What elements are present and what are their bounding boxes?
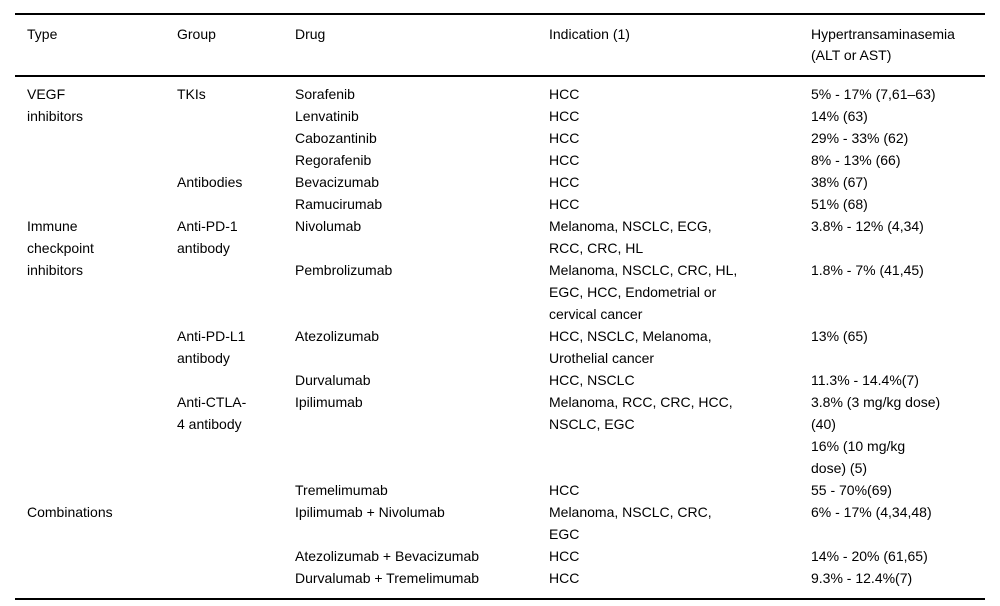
- drug-hypertransaminasemia-table: Type Group Drug Indication (1) Hypertransami…: [15, 13, 985, 600]
- table-row: Immune checkpoint inhibitors Anti-PD-1 an…: [15, 215, 985, 278]
- indication-cell: HCC, NSCLC: [549, 372, 635, 388]
- type-cell: Combinations: [27, 504, 113, 520]
- table-row: Anti-PD-L1 antibody Atezolizumab HCC, NSCL…: [15, 325, 985, 369]
- drug-cell: Pembrolizumab: [295, 262, 393, 278]
- group-cell: [165, 501, 283, 599]
- indication-cell: HCC: [549, 130, 580, 146]
- table-row: Durvalumab + Tremelimumab HCC 9.3% - 12.4%…: [15, 567, 985, 599]
- indication-cell: HCC: [549, 174, 580, 190]
- column-header-drug: Drug: [283, 14, 537, 77]
- table-row: Anti-CTLA- 4 antibody Ipilimumab Melanoma,…: [15, 391, 985, 479]
- table-row: Atezolizumab + Bevacizumab HCC 14% - 20% (…: [15, 545, 985, 567]
- drug-cell: Bevacizumab: [295, 174, 380, 190]
- table-row: Combinations Ipilimumab + Nivolumab Melano…: [15, 501, 985, 545]
- table-body: VEGF inhibitors TKIs Sorafenib HCC 5% - 17% …: [15, 76, 985, 599]
- indication-cell: Melanoma, NSCLC, CRC, HL, EGC, HCC, Endo…: [549, 262, 738, 322]
- value-cell: 11.3% - 14.4%(7): [811, 372, 919, 388]
- indication-cell: HCC: [549, 86, 580, 102]
- drug-cell: Lenvatinib: [295, 108, 359, 124]
- indication-cell: Melanoma, NSCLC, ECG, RCC, CRC, HL: [549, 218, 712, 256]
- drug-cell: Ipilimumab + Nivolumab: [295, 504, 445, 520]
- drug-cell: Sorafenib: [295, 86, 355, 102]
- indication-cell: HCC: [549, 196, 580, 212]
- value-cell: 3.8% (3 mg/kg dose) (40) 16% (10 mg/kg d…: [811, 394, 941, 476]
- indication-cell: Melanoma, NSCLC, CRC, EGC: [549, 504, 712, 542]
- indication-cell: HCC: [549, 548, 580, 564]
- group-cell: Antibodies: [177, 174, 243, 190]
- table-header: Type Group Drug Indication (1) Hypertransami…: [15, 14, 985, 77]
- drug-cell: Durvalumab: [295, 372, 371, 388]
- value-cell: 9.3% - 12.4%(7): [811, 570, 913, 586]
- group-cell: Anti-PD-1 antibody: [177, 218, 238, 256]
- column-header-value: Hypertransaminasemia (ALT or AST): [799, 14, 985, 77]
- table-row: Tremelimumab HCC 55 - 70%(69): [15, 479, 985, 501]
- column-header-indication: Indication (1): [537, 14, 799, 77]
- table-row: VEGF inhibitors TKIs Sorafenib HCC 5% - 17% …: [15, 76, 985, 124]
- value-cell: 38% (67): [811, 174, 868, 190]
- table-header-row: Type Group Drug Indication (1) Hypertransami…: [15, 14, 985, 77]
- drug-cell: Nivolumab: [295, 218, 362, 234]
- indication-cell: HCC: [549, 108, 580, 124]
- value-cell: 1.8% - 7% (41,45): [811, 262, 924, 278]
- drug-cell: Tremelimumab: [295, 482, 388, 498]
- table-row: Lenvatinib HCC 14% (63): [15, 105, 985, 127]
- value-cell: 3.8% - 12% (4,34): [811, 218, 924, 234]
- type-cell: VEGF inhibitors: [27, 86, 84, 124]
- table-row: Durvalumab HCC, NSCLC 11.3% - 14.4%(7): [15, 369, 985, 391]
- table-row: Regorafenib HCC 8% - 13% (66): [15, 149, 985, 171]
- group-cell: TKIs: [177, 86, 206, 102]
- column-header-group: Group: [165, 14, 283, 77]
- table-row: Ramucirumab HCC 51% (68): [15, 193, 985, 215]
- drug-cell: Cabozantinib: [295, 130, 377, 146]
- value-cell: 29% - 33% (62): [811, 130, 909, 146]
- column-header-type: Type: [15, 14, 165, 77]
- value-cell: 6% - 17% (4,34,48): [811, 504, 932, 520]
- table-row: Antibodies Bevacizumab HCC 38% (67): [15, 171, 985, 193]
- value-cell: 5% - 17% (7,61–63): [811, 86, 936, 102]
- drug-cell: Atezolizumab: [295, 328, 380, 344]
- indication-cell: HCC: [549, 482, 580, 498]
- indication-cell: HCC, NSCLC, Melanoma, Urothelial cancer: [549, 328, 712, 366]
- value-cell: 14% (63): [811, 108, 868, 124]
- type-cell: Immune checkpoint inhibitors: [27, 218, 94, 278]
- drug-cell: Durvalumab + Tremelimumab: [295, 570, 480, 586]
- drug-cell: Atezolizumab + Bevacizumab: [295, 548, 480, 564]
- indication-cell: Melanoma, RCC, CRC, HCC, NSCLC, EGC: [549, 394, 733, 432]
- indication-cell: HCC: [549, 152, 580, 168]
- value-cell: 51% (68): [811, 196, 868, 212]
- drug-cell: Regorafenib: [295, 152, 372, 168]
- drug-cell: Ipilimumab: [295, 394, 363, 410]
- value-cell: 55 - 70%(69): [811, 482, 892, 498]
- table-row: Pembrolizumab Melanoma, NSCLC, CRC, HL, E…: [15, 259, 985, 325]
- table-row: Cabozantinib HCC 29% - 33% (62): [15, 127, 985, 149]
- group-cell: Anti-PD-L1 antibody: [177, 328, 246, 366]
- value-cell: 14% - 20% (61,65): [811, 548, 928, 564]
- group-cell: Anti-CTLA- 4 antibody: [177, 394, 247, 432]
- drug-cell: Ramucirumab: [295, 196, 383, 212]
- value-cell: 13% (65): [811, 328, 868, 344]
- indication-cell: HCC: [549, 570, 580, 586]
- value-cell: 8% - 13% (66): [811, 152, 901, 168]
